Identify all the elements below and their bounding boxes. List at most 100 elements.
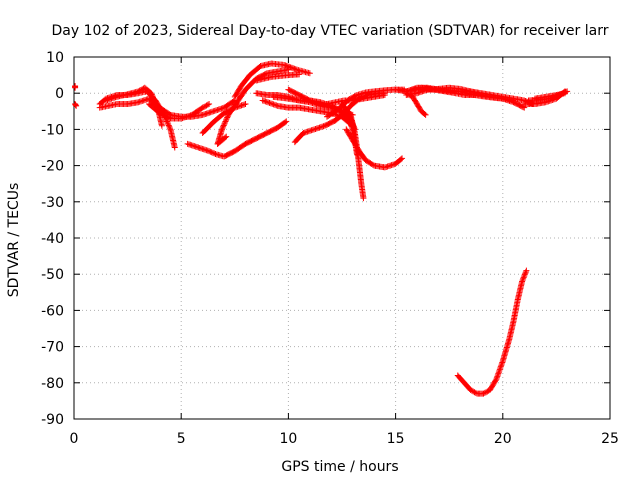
- data-point: [164, 119, 171, 126]
- data-point: [471, 92, 478, 99]
- y-axis-label: SDTVAR / TECUs: [6, 183, 22, 298]
- data-point: [470, 388, 477, 395]
- x-tick-label: 25: [601, 431, 619, 447]
- data-point: [561, 90, 568, 97]
- data-point: [150, 95, 157, 102]
- data-point: [200, 103, 207, 110]
- data-point: [521, 273, 528, 280]
- data-point: [520, 274, 527, 281]
- data-point: [421, 111, 428, 118]
- series-arc-01: [72, 82, 79, 91]
- x-tick-label: 15: [387, 431, 405, 447]
- data-point: [148, 91, 155, 98]
- data-point: [207, 148, 214, 155]
- data-point: [296, 71, 303, 78]
- data-point: [223, 115, 230, 122]
- data-point: [165, 121, 172, 128]
- y-tick-label: -60: [41, 303, 64, 319]
- data-point: [151, 98, 158, 105]
- data-point: [151, 96, 158, 103]
- data-point: [523, 267, 530, 274]
- data-point: [519, 278, 526, 285]
- data-point: [153, 102, 160, 109]
- data-point: [399, 155, 406, 162]
- y-tick-label: 0: [55, 86, 64, 102]
- data-point: [221, 121, 228, 128]
- data-point: [221, 119, 228, 126]
- data-point: [223, 117, 230, 124]
- data-point: [73, 102, 80, 109]
- data-point: [137, 86, 144, 93]
- x-axis-label: GPS time / hours: [281, 459, 398, 475]
- series-arc-21: [323, 92, 388, 108]
- data-marks: [72, 60, 571, 397]
- y-tick-label: -50: [41, 267, 64, 283]
- series-arc-30: [454, 267, 530, 397]
- data-point: [211, 150, 218, 157]
- data-point: [397, 156, 404, 163]
- data-point: [306, 70, 313, 77]
- axis-ticks: 0 5 10 15 20 25 10 0 -10 -20 -30 -40 -50 -60 -70 -80 -90: [41, 50, 619, 447]
- data-point: [520, 104, 527, 111]
- data-point: [521, 271, 528, 278]
- data-point: [480, 390, 487, 397]
- data-point: [282, 119, 289, 126]
- series-arc-26: [409, 84, 478, 99]
- data-point: [199, 104, 206, 111]
- y-tick-label: -40: [41, 231, 64, 247]
- data-point: [472, 389, 479, 396]
- data-point: [468, 387, 475, 394]
- data-point: [171, 144, 178, 151]
- data-point: [222, 134, 229, 141]
- data-point: [381, 92, 388, 99]
- data-point: [369, 161, 376, 168]
- data-point: [220, 123, 227, 130]
- data-point: [148, 90, 155, 97]
- data-point: [471, 389, 478, 396]
- data-point: [484, 388, 491, 395]
- x-tick-label: 10: [279, 431, 297, 447]
- y-tick-label: -10: [41, 122, 64, 138]
- data-point: [305, 96, 312, 103]
- data-point: [166, 114, 173, 121]
- data-point: [203, 102, 210, 109]
- data-point: [519, 277, 526, 284]
- series-arc-20: [343, 126, 406, 171]
- data-point: [166, 125, 173, 132]
- series-arc-02: [72, 101, 80, 109]
- data-point: [152, 99, 159, 106]
- data-point: [223, 133, 230, 140]
- data-point: [522, 268, 529, 275]
- series-arc-12: [214, 133, 230, 147]
- data-point: [204, 101, 211, 108]
- data-point: [149, 92, 156, 99]
- data-point: [136, 87, 143, 94]
- data-point: [360, 195, 367, 202]
- data-point: [206, 148, 213, 155]
- y-tick-label: -20: [41, 159, 64, 175]
- data-point: [483, 389, 490, 396]
- y-tick-label: -70: [41, 340, 64, 356]
- y-tick-label: -90: [41, 412, 64, 428]
- data-point: [520, 275, 527, 282]
- x-tick-label: 5: [177, 431, 186, 447]
- data-point: [152, 100, 159, 107]
- data-point: [522, 270, 529, 277]
- data-point: [220, 122, 227, 129]
- series-arc-08: [214, 66, 292, 147]
- data-point: [72, 84, 79, 91]
- data-point: [135, 88, 142, 95]
- data-point: [158, 122, 165, 129]
- y-tick-label: -30: [41, 195, 64, 211]
- data-point: [149, 94, 156, 101]
- x-tick-label: 20: [494, 431, 512, 447]
- data-point: [165, 122, 172, 129]
- series-arc-29: [531, 90, 568, 102]
- data-point: [481, 389, 488, 396]
- data-point: [166, 123, 173, 130]
- x-tick-label: 0: [70, 431, 79, 447]
- data-point: [206, 101, 213, 108]
- series-arc-10: [253, 71, 303, 84]
- y-tick-label: 10: [46, 50, 64, 66]
